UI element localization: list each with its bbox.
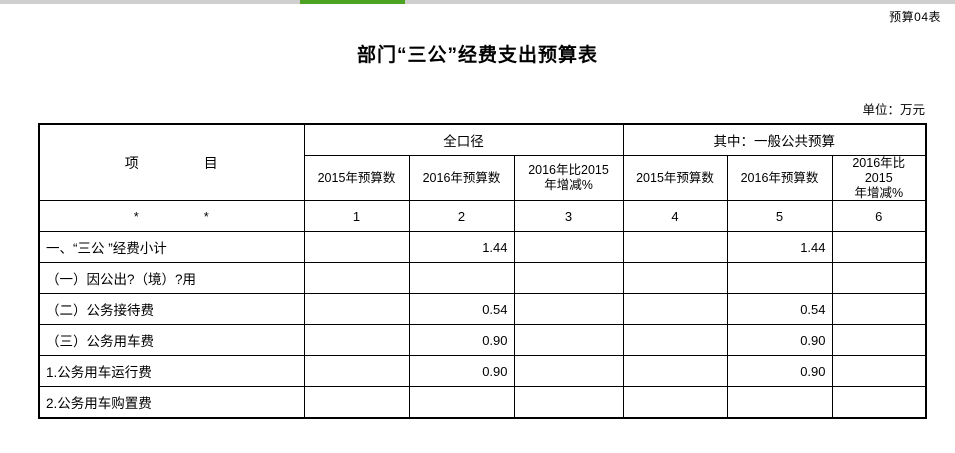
subheader-col-4-line1: 2015年预算数: [636, 170, 714, 185]
row-1-col-5: [726, 262, 833, 295]
row-2-col-4: [623, 293, 728, 326]
row-1-col-2: [408, 262, 515, 295]
row-5-col-3: [513, 386, 624, 419]
row-4-col-2: 0.90: [408, 355, 515, 388]
group-header-full-caliber: 全口径: [303, 123, 624, 156]
subheader-col-5-line1: 2016年预算数: [740, 170, 819, 185]
row-0-col-4: [622, 231, 728, 264]
column-number-2: 2: [408, 200, 515, 233]
group-header-general-public-budget: 其中：一般公共预算: [622, 123, 927, 156]
row-4-col-6: [831, 355, 927, 388]
star-right: *: [203, 208, 210, 224]
form-code-label: 预算04表: [889, 10, 941, 24]
subheader-col-4: 2015年预算数: [622, 154, 728, 202]
subheader-col-3-line1: 2016年比2015: [528, 163, 609, 178]
row-1-col-6: [831, 262, 927, 295]
column-number-3: 3: [513, 200, 624, 233]
row-label: （一）因公出?（境）?用: [38, 262, 305, 295]
row-4-col-5: 0.90: [726, 355, 833, 388]
subheader-col-2-line1: 2016年预算数: [422, 170, 501, 185]
row-3-col-6: [831, 324, 927, 357]
item-column-star-cell: * *: [38, 200, 305, 233]
table-header-row-numbers: * * 1 2 3 4 5 6: [38, 200, 927, 233]
row-0-col-6: [831, 231, 927, 264]
row-3-col-2: 0.90: [408, 324, 515, 357]
unit-note-label: 单位：万元: [862, 103, 925, 117]
subheader-col-2: 2016年预算数: [408, 154, 515, 202]
table-row: （二）公务接待费 0.54 0.54: [38, 293, 927, 326]
row-5-col-1: [303, 386, 410, 419]
row-4-col-3: [513, 355, 624, 388]
subheader-col-6-line1: 2016年比2015: [852, 156, 906, 185]
row-3-col-1: [303, 324, 410, 357]
subheader-col-5: 2016年预算数: [726, 154, 833, 202]
table-header-row-subheaders: 2015年预算数 2016年预算数 2016年比2015 年增减% 2015年预…: [39, 154, 927, 202]
row-3-col-4: [622, 324, 728, 357]
row-0-col-2: 1.44: [408, 231, 515, 264]
row-5-col-6: [831, 386, 927, 419]
budget-table: 项目 全口径 其中：一般公共预算 2015年预算数 2016年预算数 2016年…: [38, 123, 928, 420]
table-row: （一）因公出?（境）?用: [38, 262, 927, 295]
table-row: 一、“三公 ”经费小计 1.44 1.44: [38, 231, 927, 264]
subheader-col-3: 2016年比2015 年增减%: [513, 154, 624, 202]
loading-progress-bar-fill: [300, 0, 406, 4]
page-title: 部门“三公”经费支出预算表: [356, 45, 598, 66]
row-5-col-2: [408, 386, 515, 419]
row-label: （三）公务用车费: [38, 324, 305, 357]
subheader-col-3-line2: 年增减%: [544, 178, 593, 193]
subheader-col-6-line2: 年增减%: [854, 185, 904, 200]
row-2-col-1: [303, 293, 410, 326]
row-1-col-1: [303, 262, 410, 295]
column-number-1: 1: [303, 200, 410, 233]
item-column-header: 项目: [38, 123, 305, 202]
row-2-col-3: [513, 293, 624, 326]
row-2-col-6: [831, 293, 927, 326]
row-2-col-5: 0.54: [726, 293, 833, 326]
row-3-col-3: [513, 324, 624, 357]
subheader-col-1-line1: 2015年预算数: [317, 170, 396, 185]
row-label: 2.公务用车购置费: [38, 386, 305, 419]
row-0-col-5: 1.44: [726, 231, 833, 264]
item-header-right: 目: [203, 154, 219, 171]
row-5-col-4: [623, 386, 728, 419]
row-0-col-3: [513, 231, 624, 264]
column-number-5: 5: [726, 200, 833, 233]
row-1-col-4: [623, 262, 728, 295]
row-4-col-1: [303, 355, 410, 388]
subheader-col-6: 2016年比2015 年增减%: [831, 154, 927, 202]
row-1-col-3: [513, 262, 624, 295]
loading-progress-bar-track: [0, 0, 955, 4]
table-row: 1.公务用车运行费 0.90 0.90: [38, 355, 927, 388]
row-0-col-1: [303, 231, 410, 264]
row-label: （二）公务接待费: [38, 293, 305, 326]
table-row: 2.公务用车购置费: [38, 386, 927, 419]
row-label: 一、“三公 ”经费小计: [38, 231, 305, 264]
row-4-col-4: [623, 355, 728, 388]
table-header-row-groups: 项目 全口径 其中：一般公共预算: [38, 123, 927, 202]
column-number-6: 6: [831, 200, 927, 233]
row-2-col-2: 0.54: [408, 293, 515, 326]
row-3-col-5: 0.90: [726, 324, 833, 357]
column-number-4: 4: [622, 200, 728, 233]
subheader-col-1: 2015年预算数: [303, 154, 410, 202]
table-row: （三）公务用车费 0.90 0.90: [38, 324, 927, 357]
star-left: *: [133, 208, 140, 224]
item-header-left: 项: [124, 154, 140, 171]
row-label: 1.公务用车运行费: [38, 355, 305, 388]
row-5-col-5: [726, 386, 833, 419]
